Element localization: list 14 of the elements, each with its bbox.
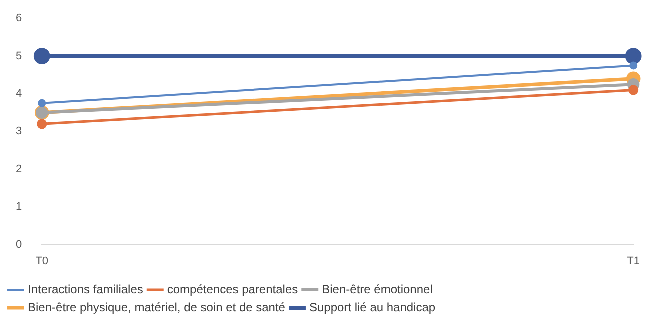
legend-label: Interactions familiales — [28, 282, 144, 296]
x-tick-label: T0 — [36, 255, 49, 268]
y-tick-label: 3 — [16, 126, 22, 138]
y-tick-label: 6 — [16, 12, 22, 25]
legend-label: Bien-être émotionnel — [322, 282, 433, 296]
legend-label: Bien-être physique, matériel, de soin et de santé — [28, 300, 286, 314]
y-tick-label: 4 — [16, 88, 22, 100]
y-tick-label: 5 — [16, 50, 22, 62]
legend-label: Support lié au handicap — [309, 300, 436, 314]
y-tick-label: 0 — [16, 238, 22, 251]
y-tick-label: 2 — [16, 163, 22, 176]
y-tick-label: 1 — [16, 201, 22, 214]
legend-label: compétences parentales — [167, 282, 298, 296]
x-tick-label: T1 — [627, 255, 640, 268]
